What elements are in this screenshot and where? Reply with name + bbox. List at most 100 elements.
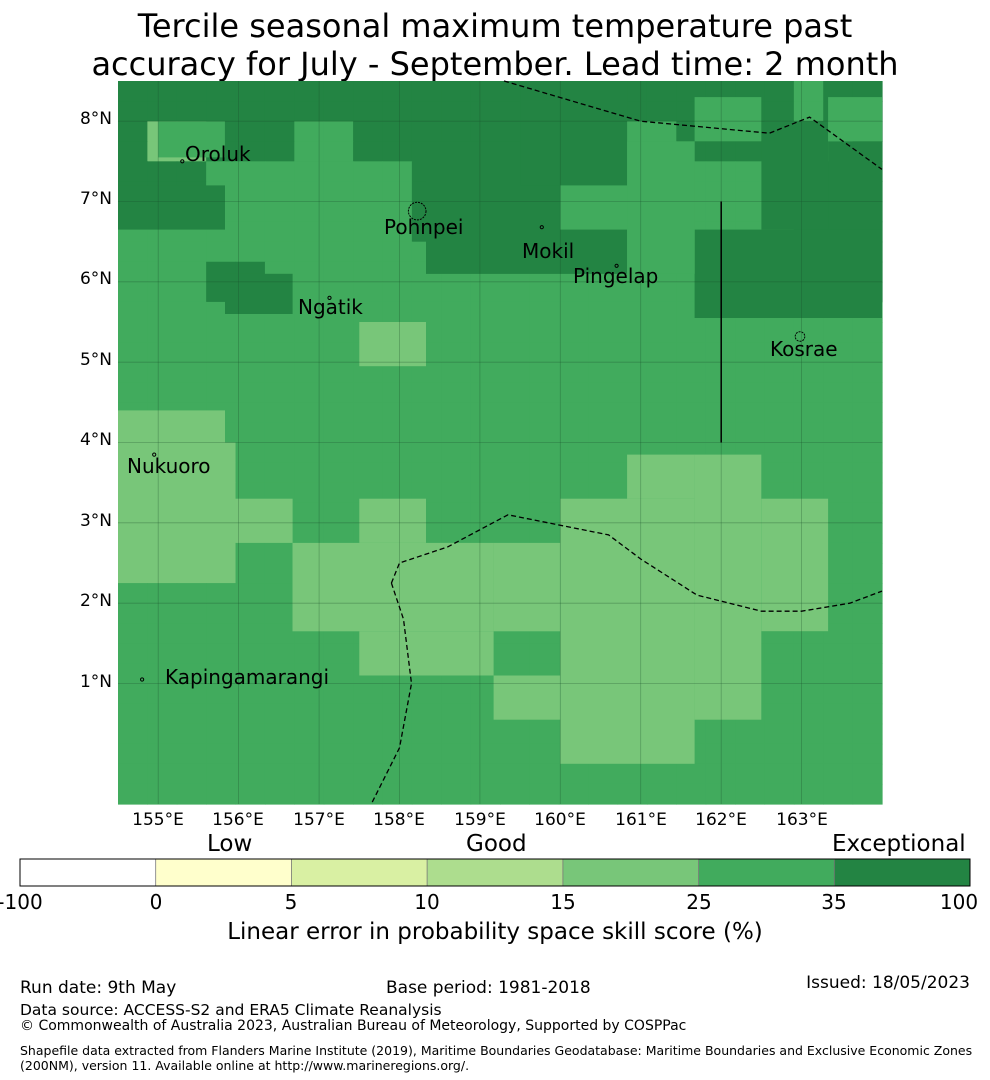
- grid-cell: [411, 402, 442, 424]
- grid-cell: [147, 643, 178, 665]
- grid-cell: [558, 462, 589, 484]
- grid-cell: [588, 281, 619, 303]
- grid-cell: [500, 783, 530, 805]
- grid-cell: [823, 422, 854, 444]
- grid-cell: [705, 81, 736, 102]
- lat-label-3n: 3°N: [79, 511, 112, 531]
- island-nukuoro: [152, 452, 157, 457]
- grid-cell: [529, 422, 560, 444]
- grid-cell: [852, 583, 883, 604]
- grid-cell: [294, 281, 325, 303]
- grid-cell: [617, 783, 648, 805]
- grid-cell: [764, 763, 795, 785]
- grid-cell: [852, 422, 883, 444]
- grid-cell: [176, 161, 207, 183]
- grid-cell: [147, 603, 178, 624]
- grid-cell: [441, 462, 472, 484]
- grid-cell: [323, 422, 354, 444]
- grid-cell: [264, 342, 295, 363]
- copyright-notice: © Commonwealth of Australia 2023, Austra…: [20, 1018, 687, 1034]
- grid-cell: [264, 402, 295, 424]
- grid-cell: [118, 121, 148, 142]
- grid-cell: [500, 743, 530, 765]
- grid-cell: [323, 743, 354, 765]
- grid-cell: [353, 442, 384, 464]
- grid-cell: [206, 783, 237, 805]
- lon-label-155e: 155°E: [132, 810, 184, 830]
- grid-cell: [617, 402, 648, 424]
- grid-cell: [323, 261, 354, 283]
- grid-cell: [646, 121, 677, 142]
- grid-cell: [823, 683, 854, 705]
- grid-cell: [294, 101, 325, 122]
- grid-cell: [353, 121, 384, 142]
- grid-cell: [323, 141, 354, 162]
- grid-cell: [147, 161, 178, 183]
- grid-cell: [411, 723, 442, 745]
- grid-cell: [206, 241, 237, 263]
- grid-cell: [470, 101, 501, 122]
- grid-cell: [676, 402, 707, 424]
- grid-cell: [176, 783, 207, 805]
- grid-cell: [441, 723, 472, 745]
- grid-cell: [411, 382, 442, 403]
- grid-cell: [617, 763, 648, 785]
- grid-cell: [294, 743, 325, 765]
- grid-cell: [852, 322, 883, 343]
- grid-cell: [353, 261, 384, 283]
- grid-cell: [529, 723, 560, 745]
- grid-cell: [441, 121, 472, 142]
- grid-cell: [764, 382, 795, 403]
- colorbar-segment: [834, 859, 970, 886]
- grid-cell: [529, 783, 560, 805]
- grid-cell: [470, 322, 501, 343]
- grid-cell: [793, 643, 824, 665]
- grid-cell: [176, 101, 207, 122]
- grid-cell: [235, 542, 266, 564]
- grid-cell: [852, 402, 883, 424]
- grid-cell: [852, 522, 883, 544]
- skill-cell: [118, 185, 225, 230]
- grid-cell: [793, 743, 824, 765]
- grid-cell: [176, 342, 207, 363]
- grid-cell: [588, 422, 619, 444]
- grid-cell: [558, 482, 589, 504]
- grid-cell: [235, 743, 266, 765]
- grid-cell: [529, 502, 560, 524]
- grid-cell: [852, 462, 883, 484]
- grid-cell: [676, 382, 707, 403]
- grid-cell: [441, 402, 472, 424]
- grid-cell: [264, 181, 295, 203]
- grid-cell: [382, 743, 413, 765]
- grid-cell: [264, 643, 295, 665]
- grid-cell: [382, 362, 413, 383]
- place-label-kapingamarangi: Kapingamarangi: [165, 665, 330, 689]
- grid-cell: [323, 201, 354, 223]
- grid-cell: [793, 683, 824, 705]
- grid-cell: [323, 382, 354, 403]
- grid-cell: [823, 502, 854, 524]
- grid-cell: [323, 342, 354, 363]
- grid-cell: [323, 101, 354, 122]
- island-ponhpei: [407, 201, 427, 221]
- grid-cell: [235, 101, 266, 122]
- grid-cell: [735, 382, 766, 403]
- grid-cell: [206, 81, 237, 102]
- grid-cell: [323, 241, 354, 263]
- grid-cell: [764, 482, 795, 504]
- place-label-ngatik: Ngatik: [298, 295, 363, 319]
- colorbar-segment: [291, 859, 428, 886]
- island-kapingamarangi: [140, 677, 145, 682]
- grid-cell: [852, 703, 883, 725]
- grid-cell: [235, 623, 266, 644]
- grid-cell: [294, 502, 325, 524]
- grid-cell: [558, 281, 589, 303]
- grid-cell: [294, 683, 325, 705]
- grid-cell: [382, 201, 413, 223]
- place-label-pohnpei: Pohnpei: [384, 215, 464, 239]
- grid-cell: [235, 241, 266, 263]
- grid-cell: [118, 322, 148, 343]
- grid-cell: [646, 382, 677, 403]
- grid-cell: [500, 382, 530, 403]
